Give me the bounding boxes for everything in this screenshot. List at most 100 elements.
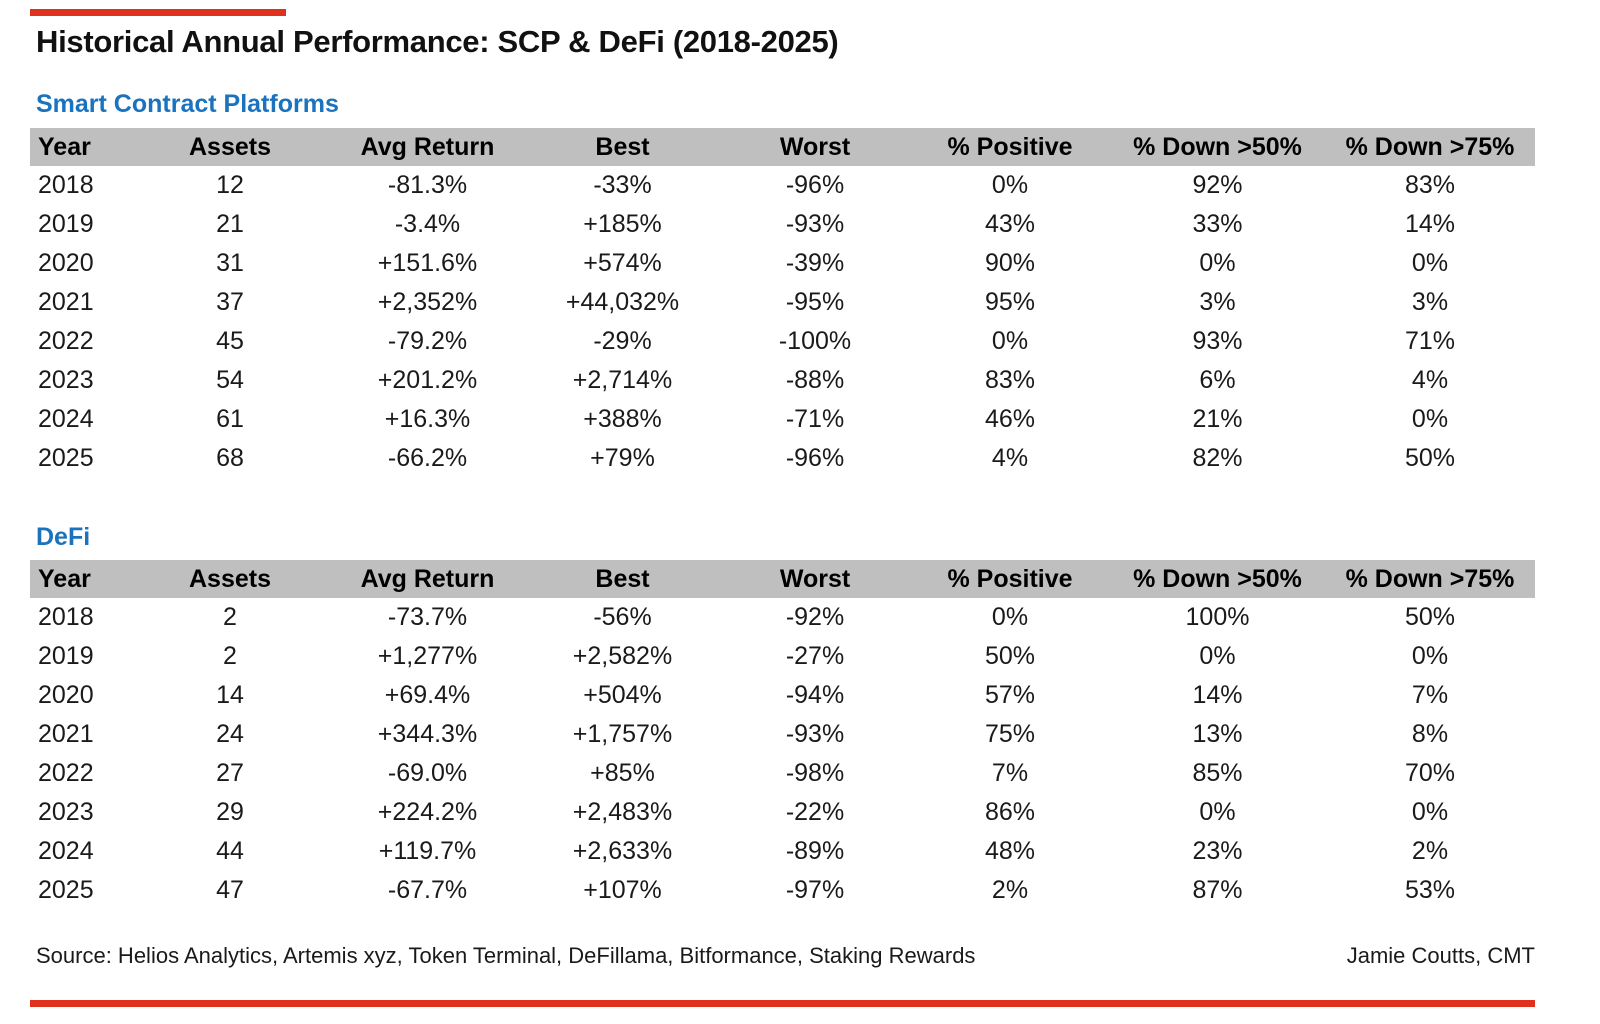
- cell-year: 2018: [38, 171, 94, 199]
- table-row: 2020 14 +69.4% +504% -94% 57% 14% 7%: [30, 676, 1535, 715]
- cell-pct-positive: 2%: [991, 876, 1029, 904]
- cell-year: 2022: [38, 759, 94, 787]
- cell-pct-positive: 43%: [984, 210, 1036, 238]
- cell-down-50: 21%: [1192, 405, 1243, 433]
- cell-down-75: 71%: [1404, 327, 1456, 355]
- column-header-avg-return: Avg Return: [330, 128, 525, 166]
- cell-down-75: 0%: [1411, 405, 1449, 433]
- column-header-assets: Assets: [130, 128, 330, 166]
- cell-down-75: 2%: [1411, 837, 1449, 865]
- cell-avg-return: +2,352%: [377, 288, 478, 316]
- cell-best: +2,582%: [572, 642, 673, 670]
- cell-down-50: 13%: [1192, 720, 1243, 748]
- cell-best: +388%: [583, 405, 662, 433]
- cell-best: +79%: [590, 444, 655, 472]
- table-row: 2024 44 +119.7% +2,633% -89% 48% 23% 2%: [30, 832, 1535, 871]
- cell-assets: 54: [216, 366, 244, 394]
- cell-worst: -92%: [785, 603, 845, 631]
- column-header-down-50: % Down >50%: [1110, 128, 1325, 166]
- cell-assets: 61: [216, 405, 244, 433]
- cell-pct-positive: 7%: [991, 759, 1029, 787]
- cell-year: 2020: [38, 681, 94, 709]
- cell-assets: 29: [216, 798, 244, 826]
- cell-worst: -27%: [785, 642, 845, 670]
- cell-worst: -88%: [785, 366, 845, 394]
- cell-down-50: 0%: [1199, 249, 1236, 277]
- cell-year: 2021: [38, 288, 94, 316]
- cell-best: -56%: [593, 603, 652, 631]
- author-text: Jamie Coutts, CMT: [1346, 943, 1535, 968]
- cell-down-75: 0%: [1411, 798, 1449, 826]
- bottom-accent-rule: [30, 1000, 1535, 1007]
- cell-down-75: 4%: [1411, 366, 1449, 394]
- cell-avg-return: +1,277%: [377, 642, 478, 670]
- column-header-down-75: % Down >75%: [1325, 128, 1535, 166]
- cell-assets: 24: [216, 720, 244, 748]
- column-header-worst: Worst: [720, 560, 910, 598]
- cell-best: +504%: [583, 681, 662, 709]
- defi-performance-table: Year Assets Avg Return Best Worst% Positive%…: [30, 560, 1535, 910]
- cell-avg-return: +224.2%: [377, 798, 478, 826]
- cell-down-50: 92%: [1192, 171, 1243, 199]
- cell-down-50: 100%: [1185, 603, 1250, 631]
- column-header-year: Year: [30, 560, 130, 598]
- table-row: 2024 61 +16.3% +388% -71% 46% 21% 0%: [30, 400, 1535, 439]
- cell-down-50: 82%: [1192, 444, 1243, 472]
- cell-assets: 47: [216, 876, 244, 904]
- cell-down-50: 0%: [1199, 798, 1236, 826]
- defi-table-body: 2018 2 -73.7% -56% -92% 0% 100% 50% 2019 2 +1,277%…: [30, 598, 1535, 910]
- cell-avg-return: +16.3%: [384, 405, 471, 433]
- cell-assets: 12: [216, 171, 244, 199]
- table-row: 2023 29 +224.2% +2,483% -22% 86% 0% 0%: [30, 793, 1535, 832]
- cell-pct-positive: 48%: [984, 837, 1036, 865]
- column-header-assets: Assets: [130, 560, 330, 598]
- cell-year: 2020: [38, 249, 94, 277]
- cell-year: 2024: [38, 405, 94, 433]
- cell-pct-positive: 46%: [984, 405, 1036, 433]
- scp-table-header: Year Assets Avg Return Best Worst% Positive%…: [30, 128, 1535, 166]
- cell-down-50: 87%: [1192, 876, 1243, 904]
- column-header-down-75: % Down >75%: [1325, 560, 1535, 598]
- cell-pct-positive: 83%: [984, 366, 1036, 394]
- cell-down-50: 0%: [1199, 642, 1236, 670]
- cell-avg-return: -69.0%: [387, 759, 468, 787]
- cell-down-75: 83%: [1404, 171, 1456, 199]
- footer: Source: Helios Analytics, Artemis xyz, T…: [36, 943, 1535, 969]
- cell-down-50: 6%: [1199, 366, 1236, 394]
- cell-best: -29%: [593, 327, 652, 355]
- cell-pct-positive: 4%: [991, 444, 1029, 472]
- source-text: Source: Helios Analytics, Artemis xyz, T…: [36, 943, 976, 968]
- column-header-pct-positive: % Positive: [910, 128, 1110, 166]
- cell-assets: 14: [216, 681, 244, 709]
- cell-down-75: 0%: [1411, 249, 1449, 277]
- cell-pct-positive: 0%: [991, 603, 1029, 631]
- cell-pct-positive: 95%: [984, 288, 1036, 316]
- cell-down-75: 0%: [1411, 642, 1449, 670]
- cell-worst: -95%: [785, 288, 845, 316]
- cell-assets: 68: [216, 444, 244, 472]
- cell-worst: -93%: [785, 210, 845, 238]
- cell-worst: -89%: [785, 837, 845, 865]
- cell-avg-return: -79.2%: [387, 327, 468, 355]
- cell-year: 2023: [38, 366, 94, 394]
- cell-pct-positive: 0%: [991, 327, 1029, 355]
- cell-pct-positive: 57%: [984, 681, 1036, 709]
- cell-worst: -39%: [785, 249, 845, 277]
- cell-down-50: 33%: [1192, 210, 1243, 238]
- cell-best: +185%: [583, 210, 662, 238]
- cell-year: 2025: [38, 444, 94, 472]
- column-header-avg-return: Avg Return: [330, 560, 525, 598]
- cell-avg-return: -3.4%: [394, 210, 461, 238]
- cell-year: 2025: [38, 876, 94, 904]
- cell-worst: -98%: [785, 759, 845, 787]
- cell-down-75: 7%: [1411, 681, 1449, 709]
- cell-avg-return: +69.4%: [384, 681, 471, 709]
- cell-best: +2,633%: [572, 837, 673, 865]
- cell-best: +85%: [590, 759, 655, 787]
- cell-best: +1,757%: [572, 720, 673, 748]
- cell-worst: -22%: [785, 798, 845, 826]
- cell-assets: 21: [216, 210, 244, 238]
- cell-avg-return: +151.6%: [377, 249, 478, 277]
- cell-assets: 27: [216, 759, 244, 787]
